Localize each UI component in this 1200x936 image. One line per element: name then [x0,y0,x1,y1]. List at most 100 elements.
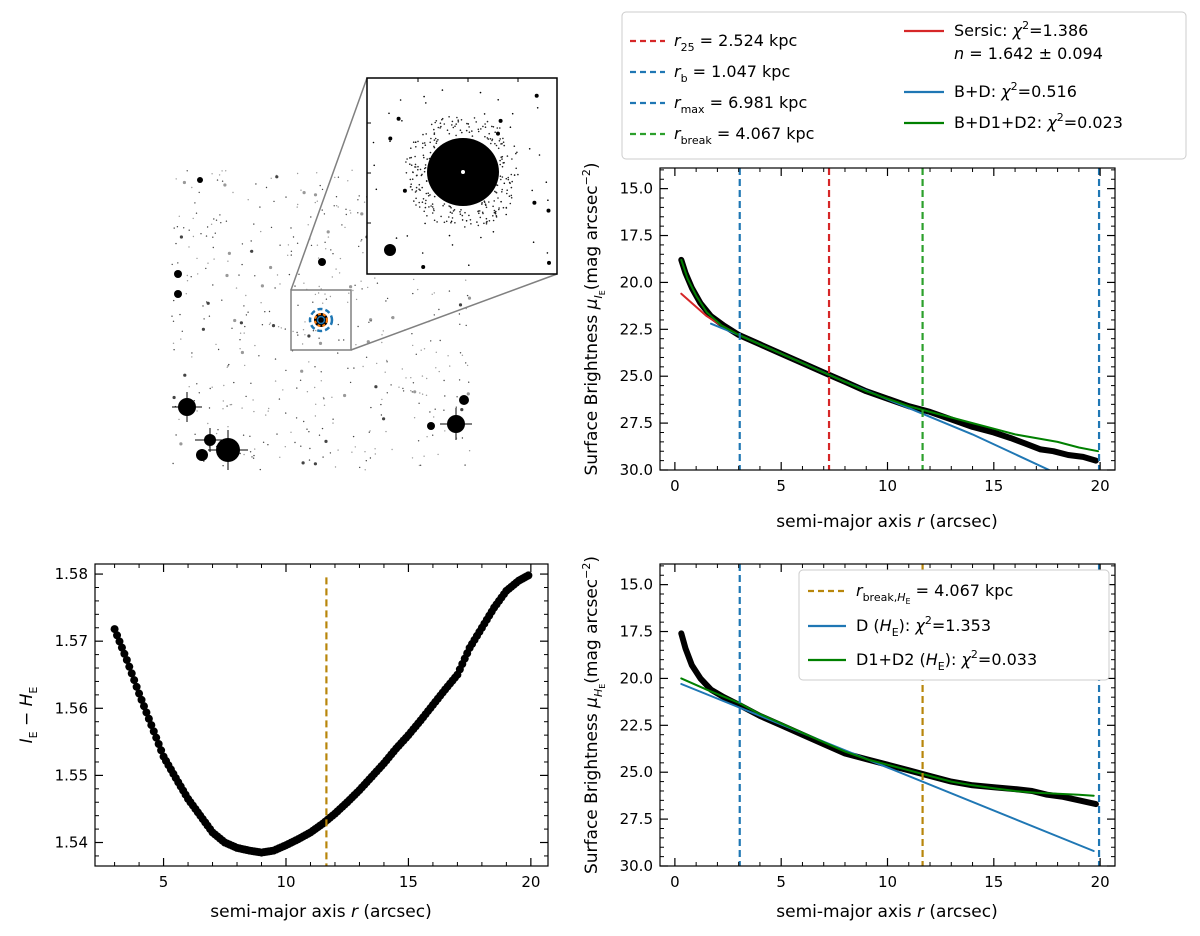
field-speck [225,220,228,222]
field-speck [374,448,376,450]
inset-speck [375,188,378,191]
field-speck [361,288,363,290]
inset-speck [508,195,511,197]
field-speck [357,212,359,214]
field-speck [278,398,281,400]
y-tick-label: 27.5 [620,810,653,828]
inset-speck [483,113,486,115]
inset-speck [516,151,518,154]
field-speck [241,263,243,266]
star [318,258,326,266]
data-point [135,689,144,698]
field-speck [374,277,376,279]
inset-speck [411,188,414,191]
data-point [524,571,533,580]
field-speck [306,428,308,430]
inset-speck [510,194,513,197]
inset-speck [417,165,419,168]
field-speck [200,233,202,235]
field-speck [215,432,218,435]
inset-speck [502,141,505,143]
field-speck [412,292,414,295]
field-speck [361,239,363,241]
y-tick-label: 15.0 [620,180,653,198]
y-tick-label: 1.55 [55,766,88,784]
field-speck [213,258,215,260]
field-speck [300,445,302,447]
field-speck [190,276,192,278]
inset-speck [448,234,451,237]
field-speck [401,368,403,370]
data-point [154,739,163,748]
field-speck [343,339,345,341]
field-speck [214,232,216,234]
field-speck [464,464,466,466]
field-speck [201,327,205,331]
field-speck [258,355,260,357]
inset-speck [433,146,436,149]
field-speck [280,327,282,329]
field-speck [206,301,210,305]
field-speck [274,358,277,360]
inset-speck [450,220,453,223]
inset-speck [528,148,531,150]
inset-speck [468,264,470,267]
field-speck [303,420,305,423]
inset-speck [501,158,503,160]
field-speck [225,273,229,278]
field-speck [178,215,180,217]
inset-speck [479,216,482,219]
field-speck [193,400,195,402]
field-speck [228,363,230,366]
field-speck [423,348,426,350]
field-speck [249,451,252,453]
field-speck [186,170,188,172]
inset-speck [425,199,427,202]
field-speck [405,377,407,379]
field-speck [335,205,338,207]
legend-entry: rmax = 6.981 kpc [674,93,807,116]
field-speck [344,226,346,229]
legend-entry: rbreak,HE = 4.067 kpc [856,581,1013,606]
inset-speck [491,125,493,128]
y-tick-label: 20.0 [620,273,653,291]
field-speck [233,318,237,323]
inset-speck [476,221,478,223]
field-speck [173,299,175,302]
inset-speck [485,217,488,220]
inset-speck [461,131,463,134]
field-speck [195,212,198,214]
field-speck [434,408,436,410]
field-speck [338,339,340,341]
inset-speck [477,224,480,227]
field-speck [402,387,404,390]
inset-speck [448,216,450,218]
field-speck [252,457,255,459]
series-d1-d2 [680,677,1095,797]
field-speck [324,439,328,443]
field-speck [318,285,320,288]
inset-speck [411,178,414,180]
field-speck [247,311,249,313]
inset-speck [498,118,503,123]
data-point [115,637,124,646]
field-speck [354,284,356,286]
y-tick-label: 15.0 [620,576,653,594]
field-speck [268,407,270,410]
field-speck [412,344,414,347]
field-speck [362,252,364,254]
field-speck [255,183,257,185]
inset-speck [455,123,458,125]
field-speck [345,213,347,216]
field-speck [466,392,470,396]
field-speck [461,437,464,439]
field-speck [171,315,173,317]
inset-speck [449,211,452,213]
inset-speck [439,122,442,124]
field-speck [215,219,218,221]
inset-speck [422,198,425,200]
field-speck [230,403,233,406]
field-speck [265,414,267,416]
legend-entry: r25 = 2.524 kpc [674,31,797,54]
legend-entry: rb = 1.047 kpc [674,62,790,85]
